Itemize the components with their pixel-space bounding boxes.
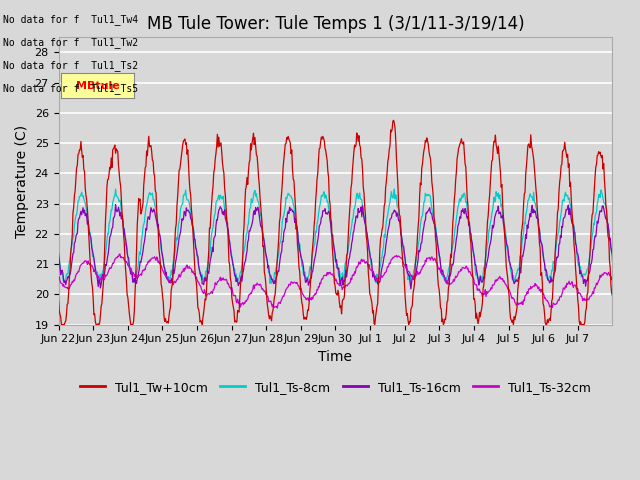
Line: Tul1_Tw+10cm: Tul1_Tw+10cm: [58, 120, 612, 324]
Tul1_Ts-16cm: [609, 252, 616, 257]
Y-axis label: Temperature (C): Temperature (C): [15, 124, 29, 238]
X-axis label: Time: Time: [319, 350, 353, 364]
Text: No data for f  Tul1_Ts2: No data for f Tul1_Ts2: [3, 60, 138, 71]
Tul1_Tw+10cm: [222, 204, 230, 210]
Tul1_Ts-32cm: [394, 253, 402, 259]
Tul1_Ts-16cm: [425, 206, 433, 212]
Tul1_Tw+10cm: [54, 297, 62, 303]
Tul1_Ts-32cm: [425, 255, 433, 261]
Tul1_Tw+10cm: [58, 322, 65, 327]
Line: Tul1_Ts-32cm: Tul1_Ts-32cm: [58, 254, 612, 308]
Text: No data for f  Tul1_Ts5: No data for f Tul1_Ts5: [3, 83, 138, 94]
Tul1_Tw+10cm: [394, 182, 402, 188]
Tul1_Ts-8cm: [271, 270, 278, 276]
Tul1_Ts-16cm: [222, 218, 230, 224]
Tul1_Ts-8cm: [250, 192, 257, 198]
Tul1_Ts-16cm: [54, 251, 62, 257]
Tul1_Ts-8cm: [425, 193, 433, 199]
Tul1_Ts-32cm: [250, 282, 257, 288]
Tul1_Tw+10cm: [390, 118, 397, 123]
Line: Tul1_Ts-16cm: Tul1_Ts-16cm: [58, 204, 612, 289]
Tul1_Tw+10cm: [250, 130, 257, 136]
Tul1_Ts-8cm: [338, 282, 346, 288]
Tul1_Ts-16cm: [394, 210, 401, 216]
Legend: Tul1_Tw+10cm, Tul1_Ts-8cm, Tul1_Ts-16cm, Tul1_Ts-32cm: Tul1_Tw+10cm, Tul1_Ts-8cm, Tul1_Ts-16cm,…: [75, 376, 596, 399]
Line: Tul1_Ts-8cm: Tul1_Ts-8cm: [58, 189, 612, 285]
Text: MBtule: MBtule: [76, 81, 120, 91]
Tul1_Ts-32cm: [273, 305, 281, 311]
Tul1_Tw+10cm: [609, 293, 616, 299]
Tul1_Ts-16cm: [407, 286, 415, 292]
Tul1_Ts-8cm: [120, 227, 128, 232]
Tul1_Tw+10cm: [271, 294, 278, 300]
Tul1_Ts-16cm: [112, 202, 120, 207]
Text: No data for f  Tul1_Tw4: No data for f Tul1_Tw4: [3, 13, 138, 24]
Tul1_Ts-32cm: [120, 257, 128, 263]
Tul1_Ts-8cm: [394, 204, 402, 210]
Tul1_Ts-16cm: [271, 278, 278, 284]
Tul1_Ts-8cm: [112, 186, 120, 192]
Tul1_Ts-16cm: [120, 226, 128, 232]
Tul1_Ts-16cm: [250, 210, 257, 216]
Tul1_Ts-8cm: [222, 210, 230, 216]
Tul1_Ts-32cm: [116, 251, 124, 257]
Tul1_Ts-32cm: [54, 274, 62, 280]
Title: MB Tule Tower: Tule Temps 1 (3/1/11-3/19/14): MB Tule Tower: Tule Temps 1 (3/1/11-3/19…: [147, 15, 524, 33]
Tul1_Ts-8cm: [609, 258, 616, 264]
Tul1_Ts-32cm: [609, 275, 616, 280]
Text: No data for f  Tul1_Tw2: No data for f Tul1_Tw2: [3, 36, 138, 48]
Tul1_Ts-32cm: [271, 304, 278, 310]
Tul1_Tw+10cm: [120, 240, 128, 245]
Tul1_Tw+10cm: [425, 148, 433, 154]
Tul1_Ts-32cm: [222, 276, 230, 282]
Tul1_Ts-8cm: [54, 256, 62, 262]
